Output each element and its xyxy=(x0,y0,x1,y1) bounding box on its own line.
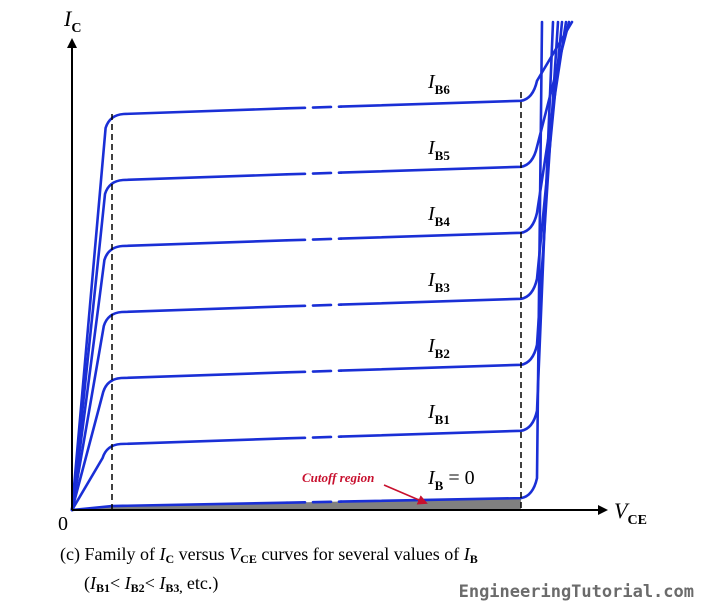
series-label-ib3: IB3 xyxy=(427,269,450,295)
curve-ib4-break xyxy=(285,237,343,242)
curve-ib2-segment-left xyxy=(70,371,289,512)
series-label-ib6: IB6 xyxy=(427,71,450,97)
curve-ib2-break xyxy=(285,369,343,374)
curves-layer xyxy=(70,20,574,512)
caption-line-2: (IB1< IB2< IB3, etc.) xyxy=(84,573,219,595)
y-axis-label: IC xyxy=(63,6,81,36)
series-label-ib5: IB5 xyxy=(427,137,450,163)
cutoff-region-arrow xyxy=(383,484,428,505)
curve-ib3-break xyxy=(285,303,343,308)
series-label-ib2: IB2 xyxy=(427,335,450,361)
curve-ib5-break xyxy=(285,171,343,176)
caption-line-1: (c) Family of IC versus VCE curves for s… xyxy=(60,544,478,566)
curve-ib2-segment-right xyxy=(339,20,560,372)
curve-ib5-segment-right xyxy=(339,20,571,174)
curve-ib4-segment-right xyxy=(339,20,568,240)
curve-ib0-break xyxy=(285,500,343,504)
curve-ib3-segment-right xyxy=(339,20,564,306)
x-axis-label: VCE xyxy=(614,498,647,528)
curve-ib1-segment-left xyxy=(70,437,289,512)
series-label-ib1: IB1 xyxy=(427,401,450,427)
curve-ib3-segment-left xyxy=(70,305,289,512)
curve-ib1-break xyxy=(285,435,343,440)
series-label-ib4: IB4 xyxy=(427,203,450,229)
cutoff-region-label: Cutoff region xyxy=(302,470,374,485)
curve-ib1-segment-right xyxy=(339,20,555,438)
curve-ib4-segment-left xyxy=(70,239,289,512)
figure-caption: (c) Family of IC versus VCE curves for s… xyxy=(60,542,620,600)
curve-ib0-segment-right xyxy=(339,20,544,503)
curve-ib5-segment-left xyxy=(70,173,289,512)
curve-ib6-segment-right xyxy=(339,20,574,108)
series-labels: IB = 0 IB1 IB2 IB3 IB4 IB5 IB6 xyxy=(427,71,475,493)
series-label-ib0: IB = 0 xyxy=(427,467,475,493)
watermark: EngineeringTutorial.com xyxy=(458,582,694,602)
curve-ib6-break xyxy=(285,105,343,110)
origin-label: 0 xyxy=(58,513,68,535)
